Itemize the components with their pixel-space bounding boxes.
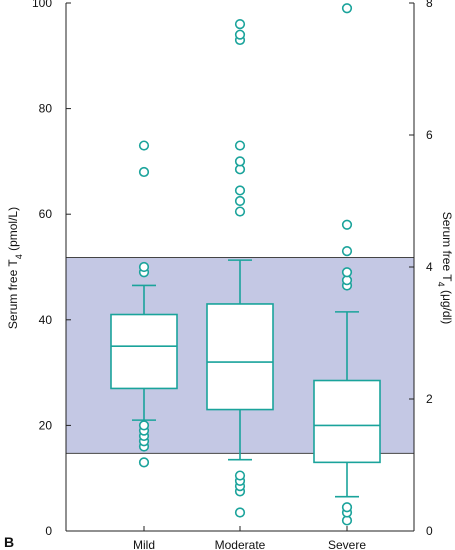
outlier-point [234,156,246,167]
y-tick-label-left: 80 [39,102,53,116]
y-tick-label-right: 6 [426,128,433,142]
axes [65,2,415,532]
y-tick-label-left: 20 [39,418,53,432]
outlier-point [341,246,353,257]
outlier-point [234,470,246,481]
box-series [110,3,381,526]
outlier-point [138,261,150,273]
y-tick-label-right: 0 [426,524,433,538]
y-tick-label-left: 100 [32,0,52,10]
outlier-point [138,420,150,431]
outlier-point [234,19,246,30]
outlier-point [234,206,246,217]
box-group-mild [110,140,178,468]
iqr-box [110,313,178,390]
axis-labels: 0 20 40 60 80 100 0 2 4 6 8 Mild Moderate Severe Serum… [6,0,454,550]
iqr-box [313,379,381,464]
y-tick-label-right: 4 [426,260,433,274]
outlier-point [138,166,150,178]
x-tick-label: Moderate [215,538,266,550]
y-axis-title-left: Serum free T4 (pmol/L) [6,207,24,329]
y-tick-label-left: 60 [39,207,53,221]
x-tick-label: Mild [133,538,155,550]
y-axis-title-right: Serum free T4 (μg/dl) [436,212,454,324]
outlier-point [234,140,246,151]
outlier-point [234,29,246,40]
y-tick-label-right: 8 [426,0,433,10]
iqr-box [206,303,274,411]
panel-label: B [4,534,14,550]
box-group-moderate [206,19,274,518]
outlier-point [341,3,353,14]
outlier-point [341,219,353,230]
x-tick-label: Severe [328,538,366,550]
outlier-point [138,457,150,468]
y-tick-label-left: 0 [45,524,52,538]
outlier-point [138,140,150,151]
y-tick-label-left: 40 [39,313,53,327]
outlier-point [234,507,246,518]
outlier-point [234,195,246,207]
y-tick-label-right: 2 [426,392,433,406]
outlier-point [341,267,353,278]
outlier-point [341,502,353,513]
box-group-severe [313,3,381,526]
outlier-point [234,185,246,196]
